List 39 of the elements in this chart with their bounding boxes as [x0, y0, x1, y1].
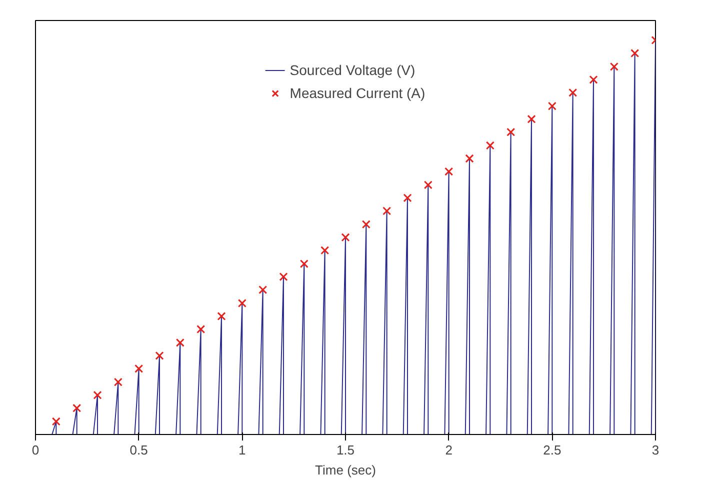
point — [134, 364, 144, 373]
x-tick-label: 0 — [32, 442, 40, 458]
point — [506, 128, 516, 136]
x-tick-label: 3 — [652, 442, 660, 458]
point — [610, 62, 618, 71]
point — [548, 102, 556, 110]
point — [568, 88, 578, 97]
x-tick-label: 2 — [445, 442, 452, 458]
point — [52, 417, 60, 426]
point — [196, 324, 206, 334]
x-axis-title: Time (sec) — [315, 462, 376, 478]
x-tick-label: 2.5 — [543, 442, 562, 458]
point — [320, 246, 330, 255]
legend-label: Measured Current (A) — [290, 85, 426, 101]
point — [444, 167, 454, 176]
point — [258, 286, 268, 294]
point — [362, 220, 370, 229]
point — [486, 141, 494, 150]
point — [72, 404, 82, 412]
point — [155, 351, 164, 360]
point — [93, 390, 102, 400]
x-tick-label: 1 — [238, 442, 246, 458]
point — [424, 180, 432, 190]
point — [527, 114, 536, 124]
point — [300, 259, 308, 268]
point — [382, 206, 392, 216]
point — [279, 272, 288, 282]
point — [341, 233, 350, 242]
point — [217, 312, 226, 320]
point — [589, 75, 598, 84]
point — [176, 338, 184, 347]
legend-label: Sourced Voltage (V) — [290, 62, 416, 78]
x-tick-label: 1.5 — [336, 442, 355, 458]
point — [238, 298, 246, 308]
point — [403, 194, 412, 202]
point — [630, 48, 640, 58]
x-tick-label: 0.5 — [130, 442, 148, 458]
point — [114, 378, 122, 386]
point — [465, 154, 474, 163]
